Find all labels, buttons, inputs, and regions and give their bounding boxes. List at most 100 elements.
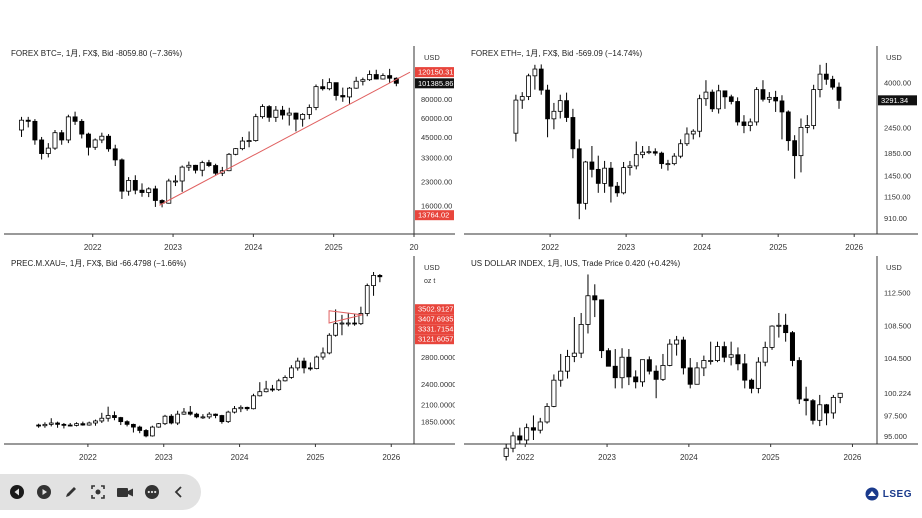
y-tick-label: 1450.00 <box>884 171 911 180</box>
candle-body-up <box>804 125 810 128</box>
y-tick-label: 23000.00 <box>421 177 452 186</box>
candle-body-down <box>796 360 802 400</box>
candle <box>286 107 292 126</box>
candle <box>639 359 646 387</box>
candle <box>687 358 693 389</box>
camera-icon[interactable] <box>116 483 134 501</box>
candle <box>282 375 288 382</box>
x-tick-label: 2023 <box>164 243 182 252</box>
candle <box>387 68 393 83</box>
candle-body-down <box>377 275 383 278</box>
candle <box>168 414 174 425</box>
y-tick-label: 108.500 <box>884 321 911 330</box>
candle-body-up <box>172 180 178 183</box>
candle <box>251 393 256 410</box>
candle <box>259 104 265 119</box>
candle <box>627 160 633 176</box>
candle-body-up <box>358 313 364 325</box>
back-icon[interactable] <box>170 483 188 501</box>
x-tick-label: 2024 <box>231 453 249 462</box>
candle-body-up <box>678 143 683 157</box>
candle <box>660 353 666 381</box>
candle-body-up <box>551 110 557 120</box>
candle <box>139 183 145 197</box>
candle <box>798 118 804 173</box>
candle <box>538 64 544 95</box>
candle-body-up <box>811 89 817 126</box>
candle-body-up <box>585 295 591 325</box>
candle <box>79 119 85 139</box>
candle-body-up <box>313 86 319 108</box>
price-flag-box <box>415 314 454 325</box>
candle-body-up <box>289 367 294 378</box>
candle <box>187 405 193 416</box>
candle-body-up <box>754 89 759 123</box>
candle-body-up <box>755 361 761 389</box>
y-tick-label: 112.500 <box>884 288 911 297</box>
candle <box>166 178 172 204</box>
candle <box>585 274 591 334</box>
candle-body-up <box>232 408 237 413</box>
candle <box>244 406 250 411</box>
candle <box>545 84 550 138</box>
more-icon[interactable] <box>143 483 161 501</box>
price-unit-btc: USD <box>424 53 440 62</box>
candle <box>557 94 563 119</box>
candle-body-up <box>199 162 205 171</box>
candle-body-down <box>112 148 118 161</box>
candle-body-down <box>244 406 250 410</box>
candle-body-down <box>25 119 31 122</box>
candle-body-up <box>684 133 690 145</box>
candle <box>755 357 761 394</box>
candle <box>131 423 136 433</box>
candle <box>143 429 149 438</box>
candle-body-up <box>225 411 231 423</box>
candle-body-up <box>239 140 245 150</box>
candle <box>74 422 79 427</box>
candle-body-down <box>608 167 614 187</box>
chart-panel-dxy: US DOLLAR INDEX, 1月, IUS, Trade Price 0.… <box>464 256 918 462</box>
x-tick-label: 2024 <box>680 453 698 462</box>
record-icon[interactable] <box>8 483 26 501</box>
pen-icon[interactable] <box>62 483 80 501</box>
chart-panel-eth: FOREX ETH=, 1月, FX$, Bid -569.09 (−14.74… <box>464 46 918 252</box>
price-flag-label: 3502.9127 <box>418 305 453 314</box>
candle <box>320 79 326 91</box>
candle-body-down <box>55 422 60 425</box>
candle <box>667 339 673 367</box>
candle-body-down <box>152 188 158 201</box>
chart-title-dxy: US DOLLAR INDEX, 1月, IUS, Trade Price 0.… <box>471 259 681 268</box>
candle-body-up <box>253 116 259 141</box>
x-tick-label: 2025 <box>307 453 325 462</box>
candle-body-down <box>85 133 91 148</box>
candle <box>181 408 187 415</box>
candle <box>544 403 550 424</box>
candle-body-down <box>803 398 809 402</box>
y-tick-label: 95.000 <box>884 432 907 441</box>
candle <box>371 272 376 296</box>
candle-body-up <box>320 352 326 358</box>
candle <box>817 64 823 98</box>
candle <box>289 365 294 379</box>
play-icon[interactable] <box>35 483 53 501</box>
candle <box>93 419 98 426</box>
candle <box>263 380 269 393</box>
candle <box>300 113 306 127</box>
candle <box>633 370 639 389</box>
candle <box>32 119 38 145</box>
candle <box>532 64 538 90</box>
candle <box>186 161 192 171</box>
x-tick-label: 2022 <box>79 453 97 462</box>
candle <box>42 422 48 428</box>
candle-body-down <box>193 164 199 171</box>
candle-body-down <box>599 299 605 352</box>
screenshot-icon[interactable] <box>89 483 107 501</box>
candle <box>680 336 686 375</box>
x-tick-label: 2024 <box>693 243 711 252</box>
candle-body-down <box>333 82 339 96</box>
candle <box>769 325 775 350</box>
candle <box>61 422 67 429</box>
candle-body-down <box>143 430 149 437</box>
candle <box>112 144 118 166</box>
candle <box>326 78 332 91</box>
